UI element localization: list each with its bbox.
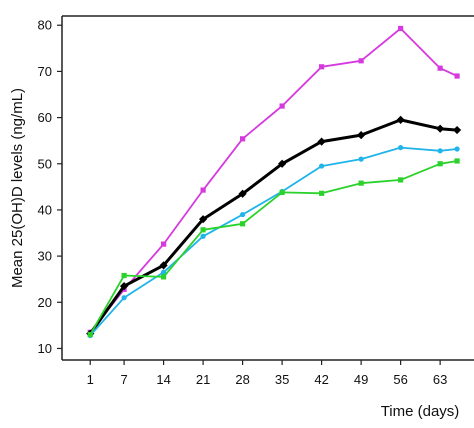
- chart-series: [86, 25, 462, 339]
- series-line: [89, 146, 458, 337]
- data-point: [160, 269, 167, 275]
- data-point: [121, 295, 127, 301]
- y-tick-label: 80: [38, 18, 52, 33]
- data-point: [358, 180, 364, 186]
- y-tick-label: 50: [38, 156, 52, 171]
- x-tick-label: 35: [275, 372, 289, 387]
- data-point: [279, 189, 285, 195]
- data-point: [398, 177, 404, 183]
- data-point: [452, 125, 462, 135]
- y-tick-label: 20: [38, 295, 52, 310]
- data-point: [160, 241, 167, 247]
- data-point: [319, 64, 325, 70]
- y-tick-label: 60: [38, 110, 52, 125]
- data-point: [396, 115, 405, 124]
- data-point: [200, 233, 206, 239]
- data-point: [437, 161, 443, 167]
- x-tick-label: 63: [433, 372, 447, 387]
- data-point: [398, 144, 404, 151]
- data-point: [160, 274, 167, 280]
- series-3: [87, 144, 460, 339]
- series-1: [87, 25, 460, 335]
- data-point: [200, 187, 206, 193]
- data-point: [357, 131, 366, 140]
- y-tick-label: 40: [38, 202, 52, 217]
- data-point: [454, 73, 460, 79]
- x-tick-label: 49: [354, 372, 368, 387]
- data-point: [358, 156, 364, 162]
- chart-ticks: 10 20 30 40 50 60 70 80 1 7 14 21 28 35 42 49 56 63: [38, 18, 448, 387]
- series-4: [87, 158, 460, 338]
- data-point: [121, 272, 127, 279]
- chart-axes: [61, 15, 474, 361]
- data-point: [119, 282, 129, 291]
- y-tick-label: 10: [38, 341, 52, 356]
- series-line: [89, 160, 458, 336]
- data-point: [159, 261, 168, 270]
- data-point: [436, 124, 445, 133]
- data-point: [240, 221, 246, 227]
- x-tick-label: 56: [393, 372, 407, 387]
- y-tick-label: 70: [38, 64, 52, 79]
- x-tick-label: 21: [196, 372, 210, 387]
- x-tick-label: 14: [156, 372, 170, 387]
- data-point: [358, 58, 364, 64]
- data-point: [319, 190, 325, 196]
- x-tick-label: 1: [87, 372, 94, 387]
- y-tick-label: 30: [38, 249, 52, 264]
- data-point: [398, 25, 404, 32]
- data-point: [319, 163, 325, 169]
- data-point: [238, 189, 247, 198]
- series-line: [88, 118, 458, 335]
- data-point: [279, 103, 285, 109]
- data-point: [87, 332, 93, 338]
- data-point: [278, 159, 287, 168]
- y-axis-title: Mean 25(OH)D levels (ng/mL): [9, 88, 26, 288]
- data-point: [240, 211, 246, 218]
- x-tick-label: 42: [314, 372, 328, 387]
- data-point: [240, 136, 246, 142]
- data-point: [200, 227, 206, 233]
- data-point: [317, 137, 326, 146]
- data-point: [454, 146, 460, 152]
- x-tick-label: 7: [120, 372, 127, 387]
- x-axis-title: Time (days): [381, 403, 460, 420]
- data-point: [437, 65, 443, 71]
- series-2: [86, 115, 462, 338]
- data-point: [198, 215, 208, 224]
- x-tick-label: 28: [235, 372, 249, 387]
- data-point: [454, 158, 460, 164]
- data-point: [437, 148, 443, 154]
